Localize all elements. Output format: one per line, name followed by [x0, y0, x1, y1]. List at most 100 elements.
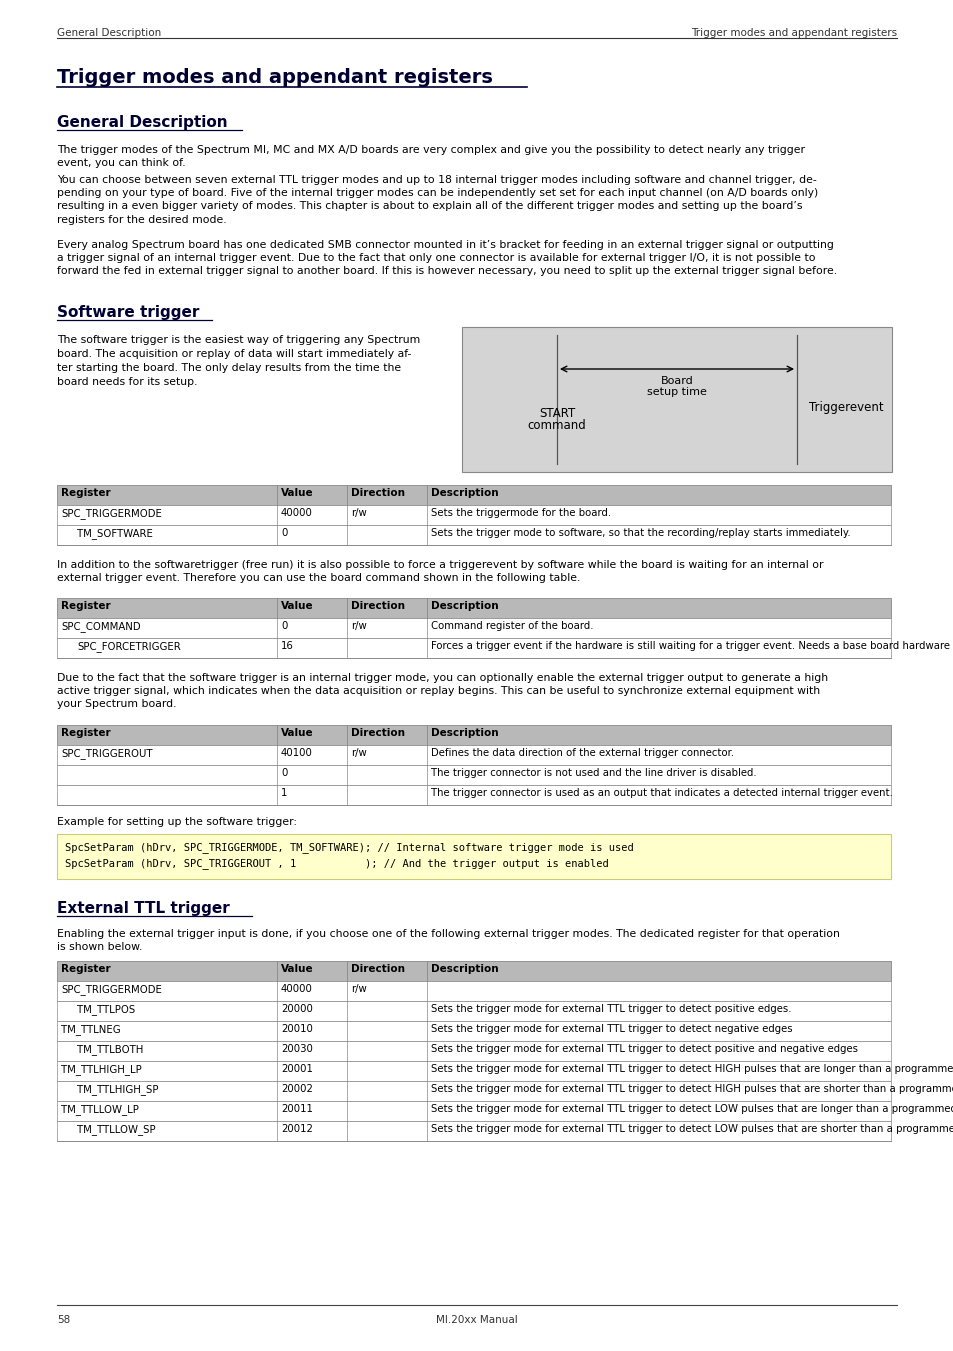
Bar: [57, 961, 890, 981]
Text: External TTL trigger: External TTL trigger: [57, 901, 230, 916]
Bar: [57, 1081, 890, 1101]
Text: Sets the trigger mode for external TTL trigger to detect LOW pulses that are sho: Sets the trigger mode for external TTL t…: [431, 1124, 953, 1133]
Text: 0: 0: [281, 528, 287, 538]
Bar: [57, 785, 890, 805]
Text: Sets the trigger mode for external TTL trigger to detect positive edges.: Sets the trigger mode for external TTL t…: [431, 1004, 791, 1015]
Text: General Description: General Description: [57, 28, 161, 38]
Text: Description: Description: [431, 601, 498, 611]
Text: r/w: r/w: [351, 621, 366, 631]
Text: r/w: r/w: [351, 748, 366, 758]
Text: 20011: 20011: [281, 1104, 313, 1115]
Text: SPC_COMMAND: SPC_COMMAND: [61, 621, 140, 632]
Text: Sets the triggermode for the board.: Sets the triggermode for the board.: [431, 508, 611, 517]
Bar: [57, 505, 890, 526]
Text: Sets the trigger mode for external TTL trigger to detect LOW pulses that are lon: Sets the trigger mode for external TTL t…: [431, 1104, 953, 1115]
Text: START: START: [538, 407, 575, 420]
Text: SPC_TRIGGEROUT: SPC_TRIGGEROUT: [61, 748, 152, 759]
Text: Direction: Direction: [351, 728, 405, 738]
Text: Trigger modes and appendant registers: Trigger modes and appendant registers: [57, 68, 493, 86]
Text: Board: Board: [659, 376, 693, 386]
Text: SpcSetParam (hDrv, SPC_TRIGGERMODE, TM_SOFTWARE); // Internal software trigger m: SpcSetParam (hDrv, SPC_TRIGGERMODE, TM_S…: [65, 842, 633, 852]
Text: Register: Register: [61, 728, 111, 738]
Text: Triggerevent: Triggerevent: [808, 401, 882, 413]
Bar: [57, 598, 890, 617]
Text: Description: Description: [431, 488, 498, 499]
Text: 40100: 40100: [281, 748, 313, 758]
Bar: [57, 744, 890, 765]
Text: The trigger modes of the Spectrum MI, MC and MX A/D boards are very complex and : The trigger modes of the Spectrum MI, MC…: [57, 145, 804, 169]
Text: TM_SOFTWARE: TM_SOFTWARE: [77, 528, 152, 539]
Bar: [57, 834, 890, 880]
Bar: [57, 1021, 890, 1042]
Text: The software trigger is the easiest way of triggering any Spectrum
board. The ac: The software trigger is the easiest way …: [57, 335, 420, 386]
Text: TM_TTLPOS: TM_TTLPOS: [77, 1004, 135, 1015]
Text: Sets the trigger mode for external TTL trigger to detect HIGH pulses that are lo: Sets the trigger mode for external TTL t…: [431, 1065, 953, 1074]
Text: MI.20xx Manual: MI.20xx Manual: [436, 1315, 517, 1325]
Text: SpcSetParam (hDrv, SPC_TRIGGEROUT , 1           ); // And the trigger output is : SpcSetParam (hDrv, SPC_TRIGGEROUT , 1 );…: [65, 858, 608, 869]
Text: Every analog Spectrum board has one dedicated SMB connector mounted in it’s brac: Every analog Spectrum board has one dedi…: [57, 240, 836, 277]
Text: 40000: 40000: [281, 508, 313, 517]
Text: Register: Register: [61, 488, 111, 499]
Text: 20030: 20030: [281, 1044, 313, 1054]
Bar: [57, 526, 890, 544]
Text: Software trigger: Software trigger: [57, 305, 199, 320]
Text: TM_TTLLOW_SP: TM_TTLLOW_SP: [77, 1124, 155, 1135]
Text: 20012: 20012: [281, 1124, 313, 1133]
Text: The trigger connector is not used and the line driver is disabled.: The trigger connector is not used and th…: [431, 767, 756, 778]
Text: Sets the trigger mode for external TTL trigger to detect negative edges: Sets the trigger mode for external TTL t…: [431, 1024, 792, 1034]
Text: Register: Register: [61, 965, 111, 974]
Text: Example for setting up the software trigger:: Example for setting up the software trig…: [57, 817, 296, 827]
Bar: [57, 1121, 890, 1142]
Text: 20010: 20010: [281, 1024, 313, 1034]
Text: Value: Value: [281, 601, 314, 611]
Text: Register: Register: [61, 601, 111, 611]
Text: SPC_FORCETRIGGER: SPC_FORCETRIGGER: [77, 640, 180, 653]
Text: TM_TTLLOW_LP: TM_TTLLOW_LP: [61, 1104, 139, 1115]
Text: Due to the fact that the software trigger is an internal trigger mode, you can o: Due to the fact that the software trigge…: [57, 673, 827, 709]
Text: Sets the trigger mode to software, so that the recording/replay starts immediate: Sets the trigger mode to software, so th…: [431, 528, 850, 538]
Bar: [57, 1061, 890, 1081]
Text: 40000: 40000: [281, 984, 313, 994]
Text: Sets the trigger mode for external TTL trigger to detect positive and negative e: Sets the trigger mode for external TTL t…: [431, 1044, 857, 1054]
Text: Value: Value: [281, 488, 314, 499]
Text: The trigger connector is used as an output that indicates a detected internal tr: The trigger connector is used as an outp…: [431, 788, 892, 798]
Text: You can choose between seven external TTL trigger modes and up to 18 internal tr: You can choose between seven external TT…: [57, 176, 818, 224]
Text: 1: 1: [281, 788, 287, 798]
Text: In addition to the softwaretrigger (free run) it is also possible to force a tri: In addition to the softwaretrigger (free…: [57, 561, 822, 584]
Text: command: command: [527, 419, 586, 432]
Text: Description: Description: [431, 965, 498, 974]
Text: Enabling the external trigger input is done, if you choose one of the following : Enabling the external trigger input is d…: [57, 929, 839, 952]
Text: Defines the data direction of the external trigger connector.: Defines the data direction of the extern…: [431, 748, 734, 758]
Text: TM_TTLHIGH_LP: TM_TTLHIGH_LP: [61, 1065, 142, 1075]
Text: Direction: Direction: [351, 965, 405, 974]
Text: Forces a trigger event if the hardware is still waiting for a trigger event. Nee: Forces a trigger event if the hardware i…: [431, 640, 953, 651]
Bar: [57, 1001, 890, 1021]
Text: Direction: Direction: [351, 488, 405, 499]
Text: Description: Description: [431, 728, 498, 738]
Text: TM_TTLBOTH: TM_TTLBOTH: [77, 1044, 143, 1055]
Text: SPC_TRIGGERMODE: SPC_TRIGGERMODE: [61, 508, 162, 519]
Bar: [57, 765, 890, 785]
Bar: [57, 981, 890, 1001]
Text: 20001: 20001: [281, 1065, 313, 1074]
Text: 16: 16: [281, 640, 294, 651]
Text: setup time: setup time: [646, 386, 706, 397]
Text: 20002: 20002: [281, 1084, 313, 1094]
Text: 20000: 20000: [281, 1004, 313, 1015]
Text: Command register of the board.: Command register of the board.: [431, 621, 593, 631]
Text: Value: Value: [281, 965, 314, 974]
Text: Trigger modes and appendant registers: Trigger modes and appendant registers: [690, 28, 896, 38]
Text: TM_TTLHIGH_SP: TM_TTLHIGH_SP: [77, 1084, 158, 1094]
Text: 58: 58: [57, 1315, 71, 1325]
Text: Value: Value: [281, 728, 314, 738]
Text: r/w: r/w: [351, 984, 366, 994]
Text: General Description: General Description: [57, 115, 228, 130]
Bar: [57, 617, 890, 638]
Text: 0: 0: [281, 621, 287, 631]
Text: SPC_TRIGGERMODE: SPC_TRIGGERMODE: [61, 984, 162, 994]
Bar: [461, 327, 891, 471]
Bar: [57, 1042, 890, 1061]
Text: 0: 0: [281, 767, 287, 778]
Bar: [57, 638, 890, 658]
Bar: [57, 1101, 890, 1121]
